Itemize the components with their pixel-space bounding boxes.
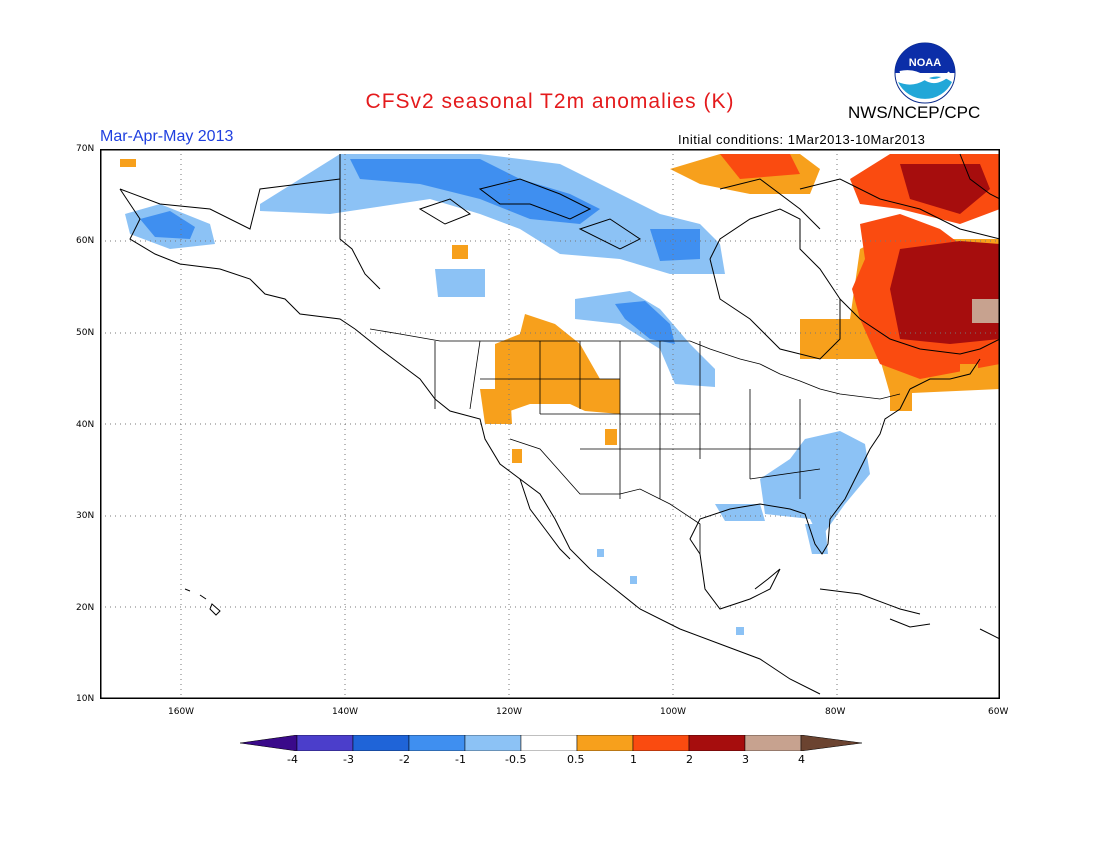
warm-region-nevada	[480, 389, 512, 424]
warm-region-ca-dot	[512, 449, 522, 463]
anomaly-map	[100, 149, 1000, 699]
colorbar-label-2: 2	[686, 753, 693, 766]
cool-region-arctic-core	[350, 159, 600, 224]
cool-region-hudson	[650, 229, 700, 261]
cool-region-gulf	[715, 504, 765, 521]
colorbar-bin-7	[632, 735, 690, 751]
noaa-logo: NOAA	[894, 42, 956, 104]
colorbar-label-3: 3	[742, 753, 749, 766]
colorbar	[240, 735, 862, 751]
warm-region-baffin-strong	[900, 164, 990, 214]
period-label: Mar-Apr-May 2013	[100, 128, 234, 145]
anomaly-shading	[120, 154, 1000, 635]
lat-label-20n: 20N	[76, 603, 95, 613]
lat-label-60n: 60N	[76, 236, 95, 246]
colorbar-label-1: 1	[630, 753, 637, 766]
coastlines	[119, 153, 1000, 695]
lat-label-10n: 10N	[76, 694, 95, 704]
lat-label-70n: 70N	[76, 144, 95, 154]
lon-label-120w: 120W	[496, 707, 523, 717]
cool-region-arctic-canada	[260, 154, 725, 274]
colorbar-bin-4	[464, 735, 522, 751]
lat-label-40n: 40N	[76, 420, 95, 430]
cool-region-mexico-1	[597, 549, 604, 557]
colorbar-label-neg0p5: -0.5	[505, 753, 527, 766]
cool-region-bc	[435, 269, 485, 297]
initial-conditions-label: Initial conditions: 1Mar2013-10Mar2013	[678, 132, 926, 147]
map-title: CFSv2 seasonal T2m anomalies (K)	[365, 90, 735, 113]
colorbar-bin-1	[296, 735, 354, 751]
cool-region-south-canada	[575, 291, 715, 387]
cool-region-mexico-2	[630, 576, 637, 584]
colorbar-label-4: 4	[798, 753, 805, 766]
colorbar-lowest	[240, 735, 298, 751]
lon-label-140w: 140W	[332, 707, 359, 717]
colorbar-label-neg3: -3	[343, 753, 354, 766]
warm-region-alaska-dot	[120, 159, 136, 167]
warm-region-arctic-east-core	[720, 154, 800, 179]
warm-region-western-us	[495, 314, 620, 414]
colorbar-label-neg1: -1	[455, 753, 466, 766]
colorbar-bin-9	[744, 735, 802, 751]
cool-region-southeast	[760, 431, 870, 539]
colorbar-bin-5	[520, 735, 578, 751]
cool-region-alaska-core	[140, 211, 195, 239]
lat-label-50n: 50N	[76, 328, 95, 338]
lon-label-80w: 80W	[825, 707, 846, 717]
warm-region-yukon-dot	[452, 245, 468, 259]
warm-region-colorado-dot	[605, 429, 617, 445]
cool-region-central-am	[736, 627, 744, 635]
colorbar-label-neg4: -4	[287, 753, 298, 766]
lon-label-60w: 60W	[988, 707, 1009, 717]
colorbar-bin-3	[408, 735, 466, 751]
lon-label-160w: 160W	[168, 707, 195, 717]
colorbar-bin-6	[576, 735, 634, 751]
colorbar-bin-8	[688, 735, 746, 751]
warm-region-labrador	[890, 241, 1000, 344]
lon-label-100w: 100W	[660, 707, 687, 717]
political-borders	[369, 328, 901, 554]
warm-region-labrador-extreme	[972, 299, 1000, 323]
colorbar-label-neg2: -2	[399, 753, 410, 766]
noaa-logo-text: NOAA	[909, 57, 941, 69]
warm-region-newengland	[890, 389, 912, 411]
colorbar-highest	[800, 735, 862, 751]
map-frame	[100, 149, 1000, 699]
colorbar-bin-2	[352, 735, 410, 751]
lat-label-30n: 30N	[76, 511, 95, 521]
agency-label: NWS/NCEP/CPC	[848, 103, 981, 122]
lat-lon-grid	[100, 149, 1000, 699]
colorbar-label-0p5: 0.5	[567, 753, 585, 766]
